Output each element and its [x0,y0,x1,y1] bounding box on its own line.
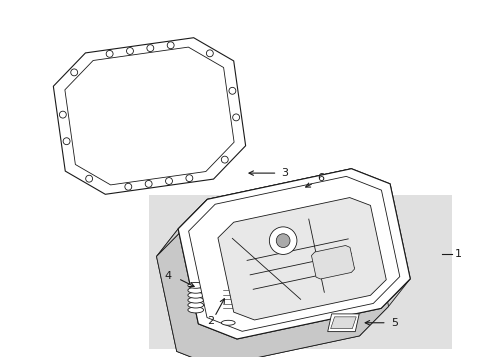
Circle shape [276,234,289,248]
Circle shape [269,227,296,255]
Circle shape [256,189,263,196]
Circle shape [85,175,92,182]
Circle shape [200,215,206,222]
Circle shape [63,138,70,145]
Text: 6: 6 [316,173,323,183]
Circle shape [126,48,133,54]
Circle shape [194,285,201,292]
Circle shape [284,320,291,327]
Circle shape [237,193,244,200]
Polygon shape [65,47,234,185]
Circle shape [387,216,394,223]
Circle shape [124,183,131,190]
Text: 3: 3 [281,168,288,178]
Polygon shape [178,169,409,339]
Ellipse shape [187,282,203,288]
Ellipse shape [293,189,300,194]
FancyBboxPatch shape [223,285,233,313]
Polygon shape [187,176,400,332]
Ellipse shape [187,297,203,303]
Circle shape [106,50,113,57]
Text: 5: 5 [390,318,397,328]
Circle shape [165,177,172,184]
Ellipse shape [187,302,203,308]
Circle shape [381,286,387,293]
Circle shape [145,180,152,187]
FancyBboxPatch shape [221,313,235,323]
Circle shape [264,324,271,332]
Polygon shape [215,309,380,360]
Circle shape [316,176,323,183]
Circle shape [71,69,78,76]
Circle shape [222,320,229,327]
Polygon shape [218,198,386,320]
Polygon shape [176,324,237,360]
Circle shape [188,258,195,265]
Polygon shape [156,199,207,256]
Circle shape [167,42,174,49]
Ellipse shape [187,307,203,313]
Polygon shape [156,229,198,351]
Text: 2: 2 [206,316,214,326]
Ellipse shape [221,320,235,325]
Text: 4: 4 [164,271,171,282]
Circle shape [232,114,239,121]
Polygon shape [156,196,388,360]
Circle shape [228,87,235,94]
Polygon shape [149,195,451,349]
Circle shape [221,156,228,163]
Circle shape [296,180,303,188]
Ellipse shape [187,287,203,293]
Circle shape [392,242,399,249]
Circle shape [344,307,351,314]
Circle shape [304,316,311,323]
Polygon shape [327,314,359,332]
Circle shape [276,185,283,192]
Circle shape [324,312,331,319]
Text: 1: 1 [454,249,461,259]
Polygon shape [185,169,351,227]
Polygon shape [53,38,245,194]
Ellipse shape [187,292,203,298]
Polygon shape [311,246,354,279]
Polygon shape [330,317,356,329]
Circle shape [185,175,192,181]
Circle shape [146,45,153,51]
Ellipse shape [290,186,303,197]
Polygon shape [178,169,409,339]
Circle shape [359,181,366,188]
Circle shape [59,111,66,118]
Polygon shape [188,176,399,331]
Polygon shape [359,279,409,336]
Circle shape [206,50,213,57]
